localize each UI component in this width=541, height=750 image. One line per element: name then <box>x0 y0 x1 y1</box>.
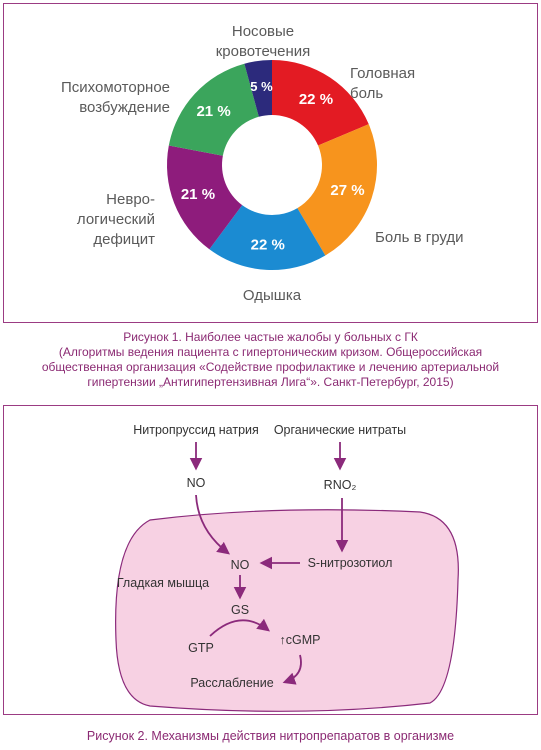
diagram-node: ↑cGMP <box>279 633 321 647</box>
category-label: Головная боль <box>350 65 416 102</box>
value-label: 21 % <box>181 186 215 203</box>
donut-slice <box>244 60 272 117</box>
diagram-node: Органические нитраты <box>273 423 407 437</box>
donut-slice <box>168 63 259 156</box>
donut-chart: 22 % 27 % 22 % 21 % 21 % 5 % <box>166 60 378 271</box>
category-label: Носовые кровотечения <box>215 23 311 60</box>
diagram-node: RNO₂ <box>323 478 357 492</box>
arrow <box>195 494 230 555</box>
value-label: 27 % <box>330 182 364 199</box>
value-label: 22 % <box>251 236 285 253</box>
diagram-node: NO <box>230 558 250 572</box>
value-label: 22 % <box>299 91 333 108</box>
figure1-source: (Алгоритмы ведения пациента с гипертонич… <box>41 345 500 389</box>
donut-slice <box>166 145 243 250</box>
figure1-title: Рисунок 1. Наиболее частые жалобы у боль… <box>123 330 418 344</box>
diagram-node: Гладкая мышца <box>116 576 210 590</box>
value-label: 21 % <box>196 103 230 120</box>
diagram-node: NO <box>186 476 206 490</box>
figure2-caption: Рисунок 2. Механизмы действия нитропрепа… <box>86 729 455 743</box>
diagram-node: Расслабление <box>190 676 274 690</box>
arrow <box>282 654 302 685</box>
donut-slice <box>209 205 326 271</box>
diagram-node: GTP <box>188 641 214 655</box>
diagram-node: Нитропруссид натрия <box>133 423 259 437</box>
diagram-node: GS <box>230 603 250 617</box>
category-label: Психомоторное возбуждение <box>60 79 170 116</box>
figure2-frame <box>3 405 538 715</box>
category-label: Невро- логический дефицит <box>76 191 155 248</box>
figure1-frame <box>3 3 538 323</box>
arrow <box>209 618 270 637</box>
value-label: 5 % <box>250 79 273 94</box>
category-label: Одышка <box>242 287 302 304</box>
donut-slice <box>272 60 369 146</box>
diagram-node: S-нитрозотиол <box>307 556 393 570</box>
category-label: Боль в груди <box>375 229 464 246</box>
donut-slice <box>297 124 378 256</box>
smooth-muscle-cell <box>115 509 459 712</box>
